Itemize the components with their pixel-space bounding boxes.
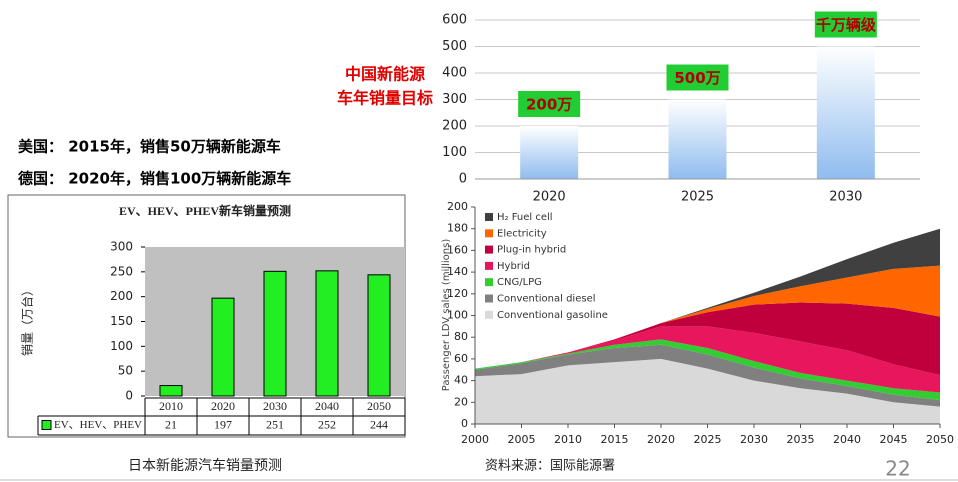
legend-label: Plug-in hybrid xyxy=(497,245,566,256)
legend-swatch xyxy=(485,294,493,303)
y-axis-label: Passenger LDV sales (millions) xyxy=(441,239,452,392)
x-tick-label: 2010 xyxy=(159,399,183,413)
area xyxy=(475,302,940,376)
y-tick-label: 20 xyxy=(454,395,468,408)
bar xyxy=(315,270,339,397)
y-axis-label: 销量（万台） xyxy=(20,284,35,356)
area xyxy=(475,265,940,369)
bar xyxy=(159,385,183,397)
y-tick-label: 50 xyxy=(118,364,133,378)
annotation-box xyxy=(666,64,729,91)
area xyxy=(475,344,940,407)
legend-label: Conventional gasoline xyxy=(497,310,608,321)
x-tick-label: 2050 xyxy=(926,433,954,446)
y-tick-label: 0 xyxy=(459,172,467,187)
x-tick-label: 2030 xyxy=(263,399,287,413)
x-tick-label: 2015 xyxy=(601,433,629,446)
table-value: 21 xyxy=(165,417,177,431)
area xyxy=(475,326,940,393)
y-tick-label: 150 xyxy=(110,314,133,328)
y-tick-label: 100 xyxy=(447,309,468,322)
y-tick-label: 160 xyxy=(447,243,468,256)
legend-label: CNG/LPG xyxy=(497,277,542,288)
y-tick-label: 0 xyxy=(125,389,133,403)
annotation: 200万 xyxy=(526,96,572,114)
table-value: 197 xyxy=(214,417,232,431)
legend-swatch xyxy=(41,420,52,430)
x-tick-label: 2030 xyxy=(740,433,768,446)
legend-label: Conventional diesel xyxy=(497,294,596,305)
annotation-box xyxy=(518,91,581,117)
legend-label: H₂ Fuel cell xyxy=(497,212,553,223)
area xyxy=(475,339,940,401)
y-tick-label: 300 xyxy=(110,240,133,254)
x-tick-label: 2000 xyxy=(461,433,489,446)
bar xyxy=(816,46,875,179)
y-tick-label: 40 xyxy=(454,374,468,387)
annotation-box xyxy=(814,11,877,38)
legend-swatch xyxy=(485,310,493,319)
x-tick-label: 2010 xyxy=(554,433,582,446)
legend-swatch xyxy=(485,245,493,254)
chart-title: 中国新能源 xyxy=(345,65,425,84)
area xyxy=(475,358,940,424)
y-tick-label: 120 xyxy=(447,287,468,300)
y-tick-label: 100 xyxy=(442,145,467,160)
germany-note: 德国： 2020年，销售100万辆新能源车 xyxy=(18,170,291,188)
source: 资料来源：国际能源署 xyxy=(485,459,615,474)
y-tick-label: 0 xyxy=(461,417,468,430)
legend-swatch xyxy=(485,261,493,270)
bar xyxy=(668,99,727,179)
y-tick-label: 80 xyxy=(454,330,468,343)
y-tick-label: 140 xyxy=(447,265,468,278)
bar xyxy=(211,297,235,397)
x-tick-label: 2050 xyxy=(367,399,391,413)
x-tick-label: 2035 xyxy=(787,433,815,446)
y-tick-label: 250 xyxy=(110,264,133,278)
legend-swatch xyxy=(485,278,493,287)
table-value: 251 xyxy=(266,417,284,431)
x-tick-label: 2020 xyxy=(533,190,566,205)
legend-swatch xyxy=(485,229,493,238)
y-tick-label: 300 xyxy=(442,92,467,107)
y-tick-label: 200 xyxy=(447,200,468,213)
y-tick-label: 200 xyxy=(442,119,467,134)
legend-swatch xyxy=(485,213,493,221)
bar xyxy=(367,274,391,397)
y-tick-label: 60 xyxy=(454,352,468,365)
legend-label: Electricity xyxy=(497,228,547,239)
x-tick-label: 2040 xyxy=(833,433,861,446)
y-tick-label: 100 xyxy=(110,339,133,353)
y-tick-label: 400 xyxy=(442,66,467,81)
bar xyxy=(520,126,579,179)
x-tick-label: 2025 xyxy=(694,433,722,446)
x-tick-label: 2025 xyxy=(681,190,714,205)
annotation: 千万辆级 xyxy=(816,16,877,34)
chart-title: 车年销量目标 xyxy=(337,89,433,108)
annotation: 500万 xyxy=(674,69,720,87)
table-value: 252 xyxy=(318,417,336,431)
x-tick-label: 2020 xyxy=(647,433,675,446)
x-tick-label: 2030 xyxy=(829,190,862,205)
usa-note: 美国： 2015年，销售50万辆新能源车 xyxy=(18,138,281,156)
chart-title: EV、HEV、PHEV新车销量预测 xyxy=(119,203,291,218)
page-number: 22 xyxy=(885,457,910,481)
legend-label: Hybrid xyxy=(497,261,530,272)
japan-caption: 日本新能源汽车销量预测 xyxy=(128,457,282,474)
table-value: 244 xyxy=(370,417,388,431)
x-tick-label: 2020 xyxy=(211,399,235,413)
y-tick-label: 500 xyxy=(442,39,467,54)
bar xyxy=(263,270,287,397)
y-tick-label: 180 xyxy=(447,222,468,235)
legend-label: EV、HEV、PHEV xyxy=(54,419,142,431)
x-tick-label: 2005 xyxy=(508,433,536,446)
x-tick-label: 2045 xyxy=(880,433,908,446)
x-tick-label: 2040 xyxy=(315,399,339,413)
y-tick-label: 200 xyxy=(110,289,133,303)
y-tick-label: 600 xyxy=(442,13,467,28)
